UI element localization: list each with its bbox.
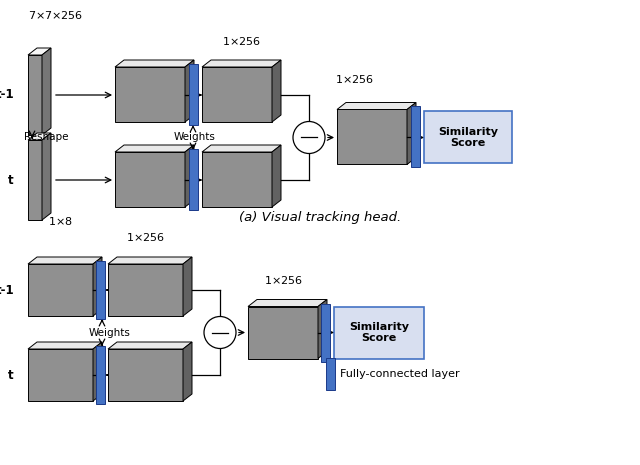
Text: Similarity
Score: Similarity Score: [438, 126, 498, 148]
Polygon shape: [248, 299, 327, 306]
Text: $1{\times}256$: $1{\times}256$: [221, 35, 260, 47]
Polygon shape: [28, 140, 42, 220]
FancyBboxPatch shape: [424, 112, 512, 164]
Polygon shape: [93, 342, 102, 401]
Bar: [96, 346, 105, 404]
Polygon shape: [248, 306, 318, 359]
Polygon shape: [28, 55, 42, 135]
Polygon shape: [407, 102, 416, 165]
Polygon shape: [108, 264, 183, 316]
Polygon shape: [108, 349, 183, 401]
Polygon shape: [108, 342, 192, 349]
Polygon shape: [115, 152, 185, 207]
Text: Weights: Weights: [174, 133, 216, 142]
Bar: [321, 304, 330, 361]
Polygon shape: [42, 48, 51, 135]
FancyBboxPatch shape: [334, 306, 424, 359]
Bar: [189, 64, 198, 125]
Polygon shape: [318, 299, 327, 359]
Text: t-1: t-1: [0, 284, 14, 297]
Polygon shape: [202, 145, 281, 152]
Polygon shape: [202, 60, 281, 67]
Polygon shape: [28, 257, 102, 264]
Text: Weights: Weights: [89, 327, 131, 338]
Text: $1{\times}256$: $1{\times}256$: [264, 273, 303, 286]
Polygon shape: [108, 257, 192, 264]
Polygon shape: [183, 257, 192, 316]
Polygon shape: [28, 264, 93, 316]
Polygon shape: [337, 102, 416, 109]
Polygon shape: [28, 342, 102, 349]
Polygon shape: [185, 145, 194, 207]
Text: t: t: [8, 368, 14, 381]
Text: (a) Visual tracking head.: (a) Visual tracking head.: [239, 211, 401, 224]
Polygon shape: [28, 349, 93, 401]
Polygon shape: [202, 152, 272, 207]
Polygon shape: [28, 48, 51, 55]
Ellipse shape: [293, 121, 325, 153]
Bar: [326, 358, 335, 390]
Bar: [189, 149, 198, 210]
Polygon shape: [337, 109, 407, 165]
Polygon shape: [28, 133, 51, 140]
Bar: [411, 106, 420, 167]
Text: $1{\times}256$: $1{\times}256$: [125, 231, 164, 243]
Ellipse shape: [204, 317, 236, 348]
Polygon shape: [115, 145, 194, 152]
Text: t-1: t-1: [0, 88, 14, 101]
Polygon shape: [115, 67, 185, 122]
Polygon shape: [185, 60, 194, 122]
Polygon shape: [93, 257, 102, 316]
Text: Fully-connected layer: Fully-connected layer: [340, 369, 460, 379]
Polygon shape: [42, 133, 51, 220]
Text: Similarity
Score: Similarity Score: [349, 322, 409, 343]
Polygon shape: [202, 67, 272, 122]
Polygon shape: [272, 60, 281, 122]
Text: t: t: [8, 173, 14, 186]
Text: $7{\times}7{\times}256$: $7{\times}7{\times}256$: [28, 9, 83, 21]
Polygon shape: [272, 145, 281, 207]
Text: Reshape: Reshape: [24, 133, 68, 142]
Polygon shape: [115, 60, 194, 67]
Text: $1{\times}8$: $1{\times}8$: [47, 215, 72, 227]
Polygon shape: [183, 342, 192, 401]
Text: $1{\times}256$: $1{\times}256$: [335, 73, 374, 85]
Bar: [96, 261, 105, 319]
